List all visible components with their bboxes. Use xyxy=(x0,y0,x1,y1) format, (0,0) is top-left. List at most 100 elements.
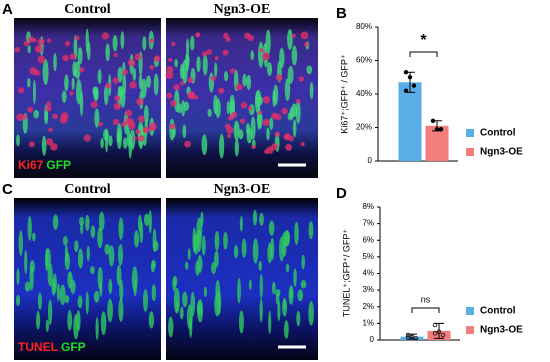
cell xyxy=(202,53,208,76)
cell xyxy=(281,107,288,115)
legend-label: Ngn3-OE xyxy=(480,147,523,158)
cell xyxy=(132,67,137,82)
cell xyxy=(77,248,84,269)
cell xyxy=(149,64,155,70)
cell xyxy=(107,298,113,323)
y-tick-label: 0 xyxy=(370,335,375,344)
cell xyxy=(285,143,293,151)
cell xyxy=(186,304,193,330)
cell xyxy=(288,135,294,142)
cell xyxy=(237,277,241,304)
cell xyxy=(309,81,314,100)
cell xyxy=(308,300,314,326)
cell xyxy=(86,246,90,262)
cell xyxy=(182,291,188,308)
cell xyxy=(113,52,118,58)
y-tick-label: 4% xyxy=(362,269,374,278)
cell xyxy=(197,254,203,273)
y-tick-label: 60% xyxy=(356,56,372,65)
stain-name: TUNEL xyxy=(18,340,58,354)
cell xyxy=(34,45,43,53)
stain-label: TUNEL GFP xyxy=(18,340,86,354)
cell xyxy=(137,135,145,142)
panel-label: C xyxy=(2,181,13,198)
significance-label: ns xyxy=(421,294,431,304)
image-title: Ngn3-OE xyxy=(214,182,271,197)
cell xyxy=(229,68,236,74)
cell xyxy=(262,96,271,104)
cell xyxy=(32,38,37,43)
cell xyxy=(201,134,208,156)
cell xyxy=(75,78,82,105)
cell xyxy=(240,101,248,109)
cell xyxy=(139,220,144,244)
cell xyxy=(86,41,91,61)
y-axis-label: TUNEL⁺;GFP⁺/ GFP⁺ xyxy=(341,229,351,318)
cell xyxy=(59,115,68,124)
cell xyxy=(46,101,52,107)
cell xyxy=(179,81,185,86)
legend-label: Control xyxy=(480,128,516,139)
cell xyxy=(308,221,314,240)
cell xyxy=(239,310,244,334)
cell xyxy=(266,127,270,141)
cell xyxy=(188,92,195,100)
bar xyxy=(425,125,449,161)
cell xyxy=(226,100,230,115)
cell xyxy=(179,63,185,80)
cell xyxy=(283,299,287,310)
cell xyxy=(52,273,57,294)
cell xyxy=(266,62,273,77)
cell xyxy=(239,118,246,124)
cell xyxy=(210,75,216,81)
cell xyxy=(295,100,301,124)
legend-swatch xyxy=(466,326,474,334)
cell xyxy=(208,72,215,93)
cell xyxy=(258,260,263,271)
cell xyxy=(47,299,53,326)
cell xyxy=(37,292,42,310)
cell xyxy=(268,220,275,236)
cell xyxy=(297,289,304,302)
y-tick-label: 5% xyxy=(362,252,374,261)
data-point xyxy=(413,336,419,341)
cell xyxy=(69,91,74,96)
cell xyxy=(138,74,143,90)
cell xyxy=(71,77,75,90)
cell xyxy=(112,35,118,52)
cell xyxy=(93,290,100,303)
panel-label: D xyxy=(336,185,347,202)
stain-name: GFP xyxy=(46,158,71,172)
cell xyxy=(18,87,25,94)
cell xyxy=(103,84,109,106)
cell xyxy=(135,128,141,135)
cell xyxy=(27,36,35,43)
cell xyxy=(37,55,46,64)
cell xyxy=(263,42,267,55)
cell xyxy=(151,284,157,302)
cell xyxy=(258,96,263,105)
cell xyxy=(201,51,208,57)
legend-swatch xyxy=(466,129,474,137)
cell xyxy=(175,300,180,312)
cell xyxy=(143,105,149,124)
cell xyxy=(285,263,290,273)
cell xyxy=(264,149,269,155)
cell xyxy=(223,231,228,250)
cell xyxy=(61,90,67,103)
legend-label: Ngn3-OE xyxy=(480,325,523,336)
cell xyxy=(74,240,79,253)
y-tick-label: 2% xyxy=(362,302,374,311)
cell xyxy=(224,123,231,129)
cell xyxy=(108,245,115,267)
cell xyxy=(273,84,279,106)
cell xyxy=(125,109,133,117)
cell xyxy=(284,78,291,101)
cell xyxy=(127,121,136,130)
cell xyxy=(42,59,49,86)
cell xyxy=(247,106,252,111)
cell xyxy=(100,311,107,336)
cell xyxy=(214,230,220,251)
cell xyxy=(112,77,119,84)
data-point xyxy=(403,88,409,93)
